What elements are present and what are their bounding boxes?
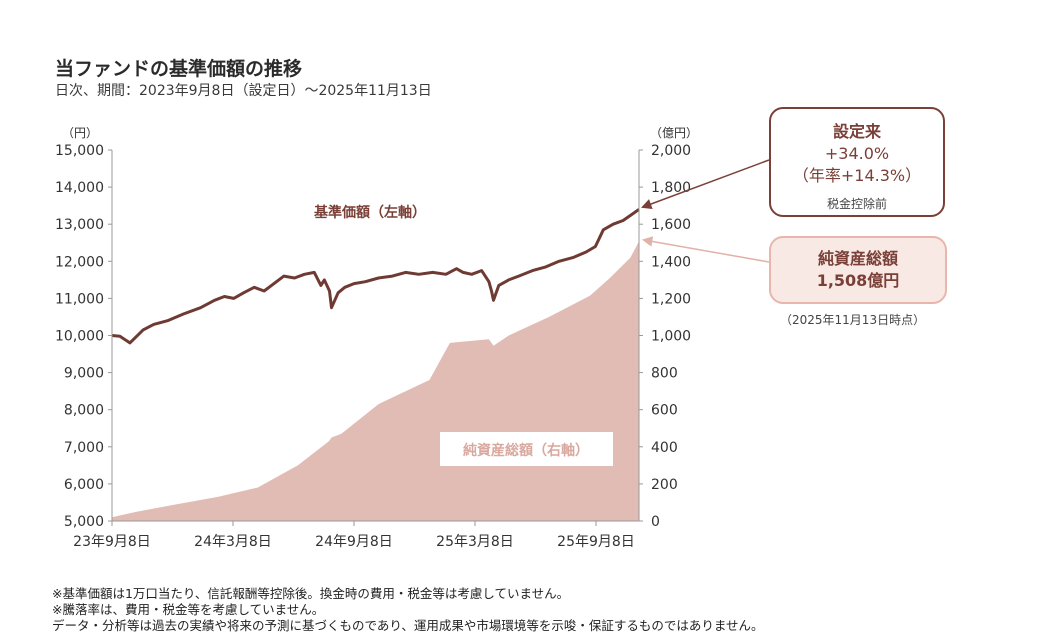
page-title: 当ファンドの基準価額の推移: [55, 58, 303, 80]
left-tick-label: 12,000: [55, 254, 104, 270]
footnote-3: データ・分析等は過去の実績や将来の予測に基づくものであり、運用成果や市場環境等を…: [52, 618, 764, 633]
right-tick-label: 200: [651, 477, 678, 493]
footnote-2: ※騰落率は、費用・税金等を考慮していません。: [52, 602, 325, 617]
net-assets-area: [112, 241, 639, 522]
pre-tax-note: 税金控除前: [826, 197, 887, 211]
x-tick-label: 25年9月8日: [557, 534, 635, 550]
right-axis-unit: （億円）: [650, 126, 698, 140]
footnote-1: ※基準価額は1万口当たり、信託報酬等控除後。換金時の費用・税金等は考慮していませ…: [52, 586, 570, 601]
since-inception-callout: 設定来 +34.0% （年率+14.3%） 税金控除前: [769, 107, 945, 217]
x-tick-label: 24年3月8日: [194, 534, 272, 550]
since-inception-label: 設定来: [832, 122, 881, 141]
x-tick-label: 23年9月8日: [73, 534, 151, 550]
left-tick-label: 14,000: [55, 180, 104, 196]
nav-series-label: 基準価額（左軸）: [314, 204, 426, 221]
right-tick-label: 400: [651, 440, 678, 456]
net-assets-label: 純資産総額: [817, 249, 898, 268]
net-assets-value: 1,508億円: [816, 271, 900, 290]
right-tick-label: 0: [651, 514, 660, 530]
left-axis-unit: （円）: [62, 126, 98, 140]
right-tick-label: 1,600: [651, 217, 691, 233]
axis-layer: 5,000 6,000 7,000 8,000 9,000 10,000 11,000 12,…: [55, 126, 698, 550]
right-tick-label: 1,200: [651, 291, 691, 307]
annualized-return: （年率+14.3%）: [792, 166, 922, 185]
footnotes: ※基準価額は1万口当たり、信託報酬等控除後。換金時の費用・税金等は考慮していませ…: [52, 586, 764, 634]
since-inception-arrow: [641, 159, 770, 209]
left-tick-label: 8,000: [64, 403, 104, 419]
period-subtitle: 日次、期間：2023年9月8日（設定日）～2025年11月13日: [55, 83, 432, 99]
callout-arrow-layer: [641, 159, 770, 263]
left-tick-label: 15,000: [55, 143, 104, 159]
net-assets-arrow: [641, 236, 770, 263]
net-assets-area-layer: [112, 241, 639, 522]
nav-line: [111, 208, 640, 345]
left-tick-label: 7,000: [64, 440, 104, 456]
left-tick-label: 6,000: [64, 477, 104, 493]
right-tick-label: 600: [651, 403, 678, 419]
left-tick-label: 5,000: [64, 514, 104, 530]
right-tick-label: 800: [651, 366, 678, 382]
assets-label-box: [440, 432, 613, 466]
left-tick-label: 10,000: [55, 329, 104, 345]
left-tick-label: 9,000: [64, 366, 104, 382]
x-tick-label: 25年3月8日: [436, 534, 514, 550]
right-tick-label: 2,000: [651, 143, 691, 159]
right-tick-label: 1,000: [651, 329, 691, 345]
since-inception-value: +34.0%: [824, 144, 890, 163]
right-tick-label: 1,800: [651, 180, 691, 196]
series-label-layer: 基準価額（左軸） 純資産総額（右軸）: [314, 204, 613, 466]
assets-series-label: 純資産総額（右軸）: [463, 442, 589, 459]
net-assets-callout: 純資産総額 1,508億円: [769, 236, 947, 304]
nav-line-layer: [111, 208, 640, 345]
left-tick-label: 13,000: [55, 217, 104, 233]
right-tick-label: 1,400: [651, 254, 691, 270]
left-tick-label: 11,000: [55, 291, 104, 307]
x-tick-label: 24年9月8日: [315, 534, 393, 550]
as-of-date: （2025年11月13日時点）: [780, 313, 926, 327]
